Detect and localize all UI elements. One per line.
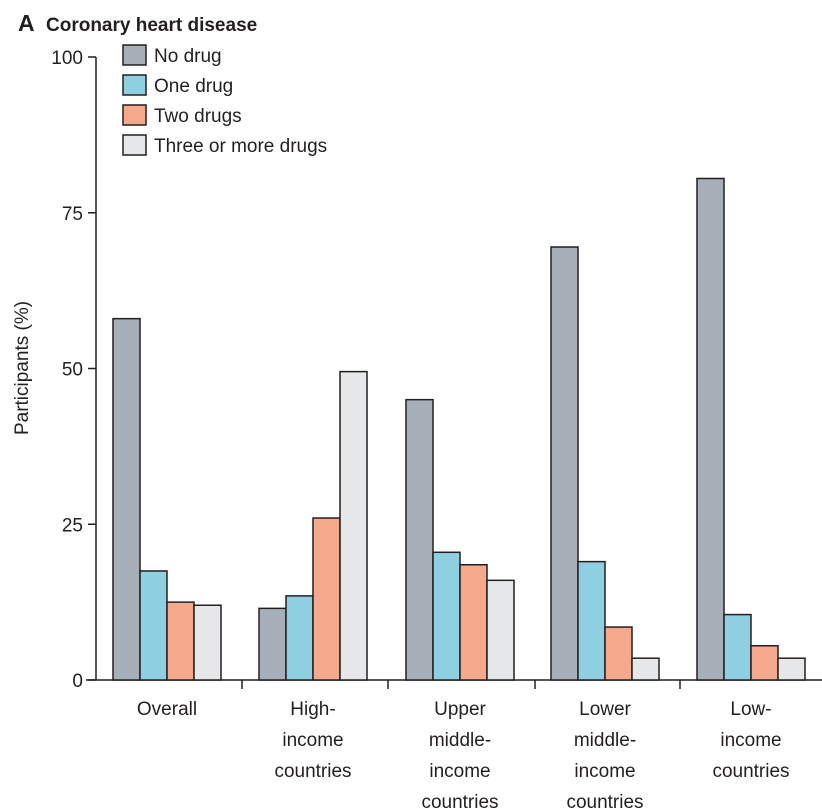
bar — [432, 551, 461, 681]
x-axis — [86, 679, 822, 689]
x-category-label: countries — [712, 761, 789, 782]
bar — [750, 644, 779, 681]
bar — [696, 177, 725, 681]
bar — [777, 657, 806, 681]
y-tick-label: 50 — [62, 360, 83, 381]
x-category-label: income — [429, 761, 490, 782]
x-category-label: countries — [274, 761, 351, 782]
legend-label: One drug — [154, 76, 233, 97]
bar — [112, 317, 141, 681]
y-axis-label: Participants (%) — [12, 301, 33, 435]
bar — [723, 613, 752, 681]
x-category-label: Upper — [434, 699, 486, 720]
bar — [312, 517, 341, 681]
bar — [193, 604, 222, 681]
panel-letter: A — [18, 10, 35, 36]
bar — [550, 246, 579, 681]
bar — [577, 560, 606, 681]
x-category-label: income — [282, 730, 343, 751]
x-category-label: income — [574, 761, 635, 782]
x-category-label: Low- — [730, 699, 771, 720]
legend-swatch — [122, 74, 147, 96]
x-category-label: income — [720, 730, 781, 751]
chart-title: Coronary heart disease — [46, 15, 257, 36]
x-category-label: Lower — [579, 699, 631, 720]
y-axis: 0 25 50 75 100 — [51, 48, 97, 692]
legend: No drug One drug Two drugs Three or more dr… — [122, 44, 327, 157]
y-tick-label: 25 — [62, 515, 83, 536]
bar — [604, 626, 633, 681]
legend-swatch — [122, 104, 147, 126]
x-category-label: middle- — [429, 730, 491, 751]
bar — [339, 370, 368, 681]
legend-label: No drug — [154, 46, 222, 67]
x-category-label: Overall — [137, 699, 197, 720]
legend-swatch — [122, 44, 147, 66]
y-tick-label: 75 — [62, 204, 83, 225]
legend-label: Three or more drugs — [154, 136, 327, 157]
y-tick-label: 0 — [72, 671, 83, 692]
x-category-label: countries — [566, 792, 643, 809]
x-category-label: countries — [421, 792, 498, 809]
bar — [258, 607, 287, 681]
bar — [285, 595, 314, 681]
bar — [631, 657, 660, 681]
category-labels: Overall High-income countries Upper middle-i… — [137, 699, 790, 809]
bar — [139, 570, 168, 681]
bar — [166, 601, 195, 681]
x-category-label: middle- — [574, 730, 636, 751]
bar — [459, 563, 488, 681]
legend-swatch — [122, 134, 147, 156]
bar — [405, 398, 434, 681]
bar — [486, 579, 515, 681]
y-tick-label: 100 — [51, 48, 83, 69]
legend-label: Two drugs — [154, 106, 242, 127]
x-category-label: High- — [290, 699, 335, 720]
bars — [112, 177, 806, 681]
